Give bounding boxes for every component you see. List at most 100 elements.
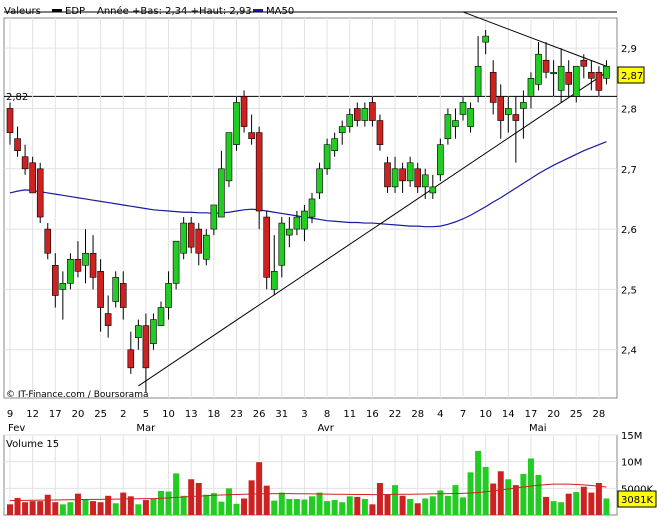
candle — [97, 259, 104, 332]
candle — [286, 217, 293, 248]
candle-body — [233, 102, 240, 145]
candle-body — [308, 198, 316, 218]
candle — [74, 241, 82, 278]
volume-bar — [361, 499, 368, 515]
candle — [588, 60, 595, 91]
candle — [135, 319, 142, 350]
volume-bar — [309, 496, 315, 515]
volume-bar — [271, 500, 278, 515]
candle-body — [384, 162, 391, 188]
last-volume-box — [617, 490, 657, 508]
volume-bar — [580, 486, 587, 515]
date-tick-label: 5 — [143, 409, 149, 420]
candle-body — [195, 228, 203, 254]
volume-bar — [120, 492, 127, 515]
candle-body — [240, 96, 248, 127]
price-tick-label: 2,9 — [621, 44, 637, 55]
volume-bar — [490, 483, 497, 515]
volume-bar — [188, 479, 195, 515]
date-tick-label: 20 — [547, 409, 560, 420]
candle — [14, 126, 21, 157]
volume-bar — [82, 499, 89, 515]
candle-body — [67, 258, 74, 284]
volume-bar — [543, 496, 550, 515]
price-panel: 2,9 2,8 2,7 2,6 2,5 2,4 2,82 2,87 © IT-Financ… — [3, 11, 645, 434]
candle — [233, 96, 240, 151]
candle-body — [429, 186, 437, 194]
candle-body — [512, 114, 520, 121]
watermark: © IT-Finance.com / Boursorama — [6, 390, 148, 400]
volume-bar — [475, 451, 482, 515]
candle — [580, 54, 588, 79]
candle-body — [142, 325, 150, 369]
volume-bars — [7, 451, 610, 515]
candle-body — [21, 156, 29, 170]
date-tick-label: 25 — [94, 409, 107, 420]
volume-bar — [429, 496, 436, 515]
candle — [414, 162, 422, 193]
date-tick-label: 8 — [324, 409, 330, 420]
candle — [346, 108, 354, 133]
date-tick-label: 14 — [502, 409, 515, 420]
candle-body — [89, 252, 97, 278]
candle-body — [82, 252, 89, 266]
volume-bar — [233, 503, 240, 515]
date-tick-label: 7 — [460, 409, 466, 420]
volume-bar — [331, 500, 338, 515]
candle-body — [399, 168, 406, 182]
volume-bar — [467, 472, 474, 515]
volume-bar — [520, 473, 527, 515]
candle — [255, 126, 263, 230]
candle-body — [157, 307, 165, 326]
candle — [240, 90, 248, 133]
volume-bar — [376, 483, 383, 515]
candle-body — [293, 216, 301, 230]
volume-bar — [437, 490, 444, 515]
candle — [444, 108, 452, 145]
volume-average-line — [9, 483, 607, 502]
volume-bar — [369, 504, 376, 515]
ticker-swatch — [52, 9, 62, 12]
candle-body — [218, 168, 225, 218]
volume-bar — [595, 483, 602, 515]
candle — [180, 217, 187, 260]
volume-bar — [527, 458, 534, 515]
candle — [406, 156, 414, 187]
volume-bar — [173, 473, 180, 515]
candle-body — [97, 271, 104, 308]
candle-body — [535, 53, 542, 85]
volume-bar — [37, 501, 44, 515]
candle — [172, 240, 180, 290]
candle — [482, 30, 489, 55]
candle-body — [74, 258, 82, 272]
candle-body — [59, 283, 67, 290]
candle-body — [316, 168, 323, 194]
price-tick-label: 2,8 — [621, 104, 637, 115]
volume-bar — [97, 502, 104, 515]
volume-bar — [407, 499, 414, 515]
date-tick-label: 28 — [411, 409, 424, 420]
date-tick-label: 17 — [525, 409, 538, 420]
candle-body — [248, 132, 255, 139]
volume-bar — [165, 491, 172, 515]
candle-body — [104, 313, 112, 326]
candle-body — [452, 120, 459, 127]
candle-body — [172, 240, 180, 284]
candle-body — [150, 319, 157, 345]
volume-bar — [158, 491, 164, 515]
price-axis-labels: 2,9 2,8 2,7 2,6 2,5 2,4 — [621, 44, 637, 357]
volume-bar — [535, 475, 542, 515]
candle-body — [467, 108, 474, 127]
date-tick-label: 9 — [7, 409, 13, 420]
ma50-line — [9, 141, 607, 228]
candle-body — [550, 71, 557, 75]
candle-body — [353, 108, 361, 121]
volume-bar — [142, 500, 149, 515]
candle — [520, 90, 527, 139]
volume-bar — [241, 498, 248, 515]
legend-stats: Année +Bas: 2,34 +Haut: 2,93 — [97, 5, 252, 17]
candle — [36, 162, 44, 224]
price-tick-label: 2,4 — [621, 346, 637, 357]
